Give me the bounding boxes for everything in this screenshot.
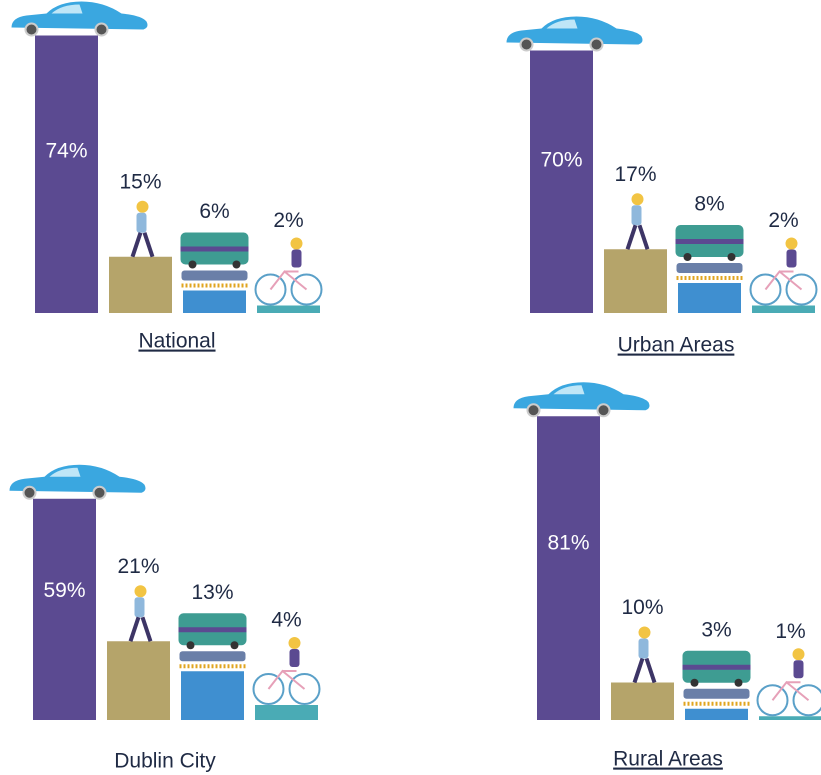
rider-head	[793, 648, 805, 660]
value-label: 15%	[119, 170, 161, 193]
panel: 59% 21% 13% 4% Dublin City	[10, 465, 320, 773]
person-body	[135, 597, 145, 617]
value-label: 81%	[547, 531, 589, 554]
train	[677, 263, 743, 273]
value-label: 6%	[199, 200, 229, 223]
value-label: 10%	[621, 596, 663, 619]
bar	[183, 291, 246, 314]
bike-frame	[269, 671, 305, 689]
value-label: 2%	[273, 209, 303, 232]
car-wheel	[591, 39, 603, 51]
bar	[752, 306, 815, 314]
person-body	[137, 213, 147, 233]
value-label: 74%	[45, 140, 87, 163]
car-wheel	[528, 404, 540, 416]
bar	[107, 641, 170, 720]
bus-wheel	[187, 641, 195, 649]
bar	[257, 306, 320, 314]
car-wheel	[521, 39, 533, 51]
panel-title: Dublin City	[114, 750, 216, 773]
value-label: 2%	[768, 209, 798, 232]
bus-stripe	[683, 665, 751, 670]
bar	[604, 249, 667, 313]
bar	[537, 416, 600, 720]
train	[684, 689, 750, 699]
person-head	[632, 193, 644, 205]
bike-frame	[271, 272, 307, 290]
panel: 70% 17% 8% 2% Urban Areas	[507, 17, 817, 357]
bar	[611, 683, 674, 721]
train	[182, 271, 248, 281]
rider-head	[289, 637, 301, 649]
car-wheel	[598, 404, 610, 416]
bar	[255, 705, 318, 720]
bar	[181, 671, 244, 720]
bar	[759, 716, 821, 720]
panel-title[interactable]: National	[138, 330, 215, 353]
person-head	[137, 201, 149, 213]
infographic: 74% 15% 6% 2% National 70% 17% 8% 2% Urban Areas 5…	[0, 0, 821, 775]
bus-wheel	[728, 253, 736, 261]
value-label: 70%	[540, 148, 582, 171]
bus-wheel	[684, 253, 692, 261]
car-wheel	[26, 24, 38, 36]
bus-stripe	[179, 627, 247, 632]
person-head	[135, 585, 147, 597]
person-head	[639, 627, 651, 639]
bus-wheel	[231, 641, 239, 649]
panel: 74% 15% 6% 2% National	[12, 2, 322, 353]
bar	[109, 257, 172, 313]
bus-wheel	[189, 261, 197, 269]
panel-title[interactable]: Rural Areas	[613, 748, 723, 771]
bus-wheel	[233, 261, 241, 269]
bar	[678, 283, 741, 313]
bus-wheel	[691, 679, 699, 687]
value-label: 59%	[43, 579, 85, 602]
value-label: 17%	[614, 163, 656, 186]
person-legs	[635, 659, 655, 683]
bike-frame	[773, 682, 809, 700]
bar	[35, 36, 98, 314]
bus-wheel	[735, 679, 743, 687]
person-legs	[628, 225, 648, 249]
value-label: 21%	[117, 555, 159, 578]
car-wheel	[24, 487, 36, 499]
value-label: 3%	[701, 618, 731, 641]
rider-body	[290, 649, 300, 667]
value-label: 13%	[191, 581, 233, 604]
rider-body	[787, 250, 797, 268]
rider-body	[292, 250, 302, 268]
bar	[530, 51, 593, 314]
person-body	[632, 205, 642, 225]
car-wheel	[96, 24, 108, 36]
bar	[33, 499, 96, 720]
value-label: 4%	[271, 609, 301, 632]
rider-head	[291, 238, 303, 250]
person-body	[639, 639, 649, 659]
train	[180, 651, 246, 661]
person-legs	[133, 233, 153, 257]
panel-title[interactable]: Urban Areas	[618, 334, 735, 357]
bus-stripe	[676, 239, 744, 244]
value-label: 1%	[775, 620, 805, 643]
bus-stripe	[181, 247, 249, 252]
rider-head	[786, 238, 798, 250]
rider-body	[794, 660, 804, 678]
bike-frame	[766, 272, 802, 290]
value-label: 8%	[694, 193, 724, 216]
bar	[685, 709, 748, 720]
panel: 81% 10% 3% 1% Rural Areas	[514, 382, 821, 770]
car-wheel	[94, 487, 106, 499]
person-legs	[131, 617, 151, 641]
